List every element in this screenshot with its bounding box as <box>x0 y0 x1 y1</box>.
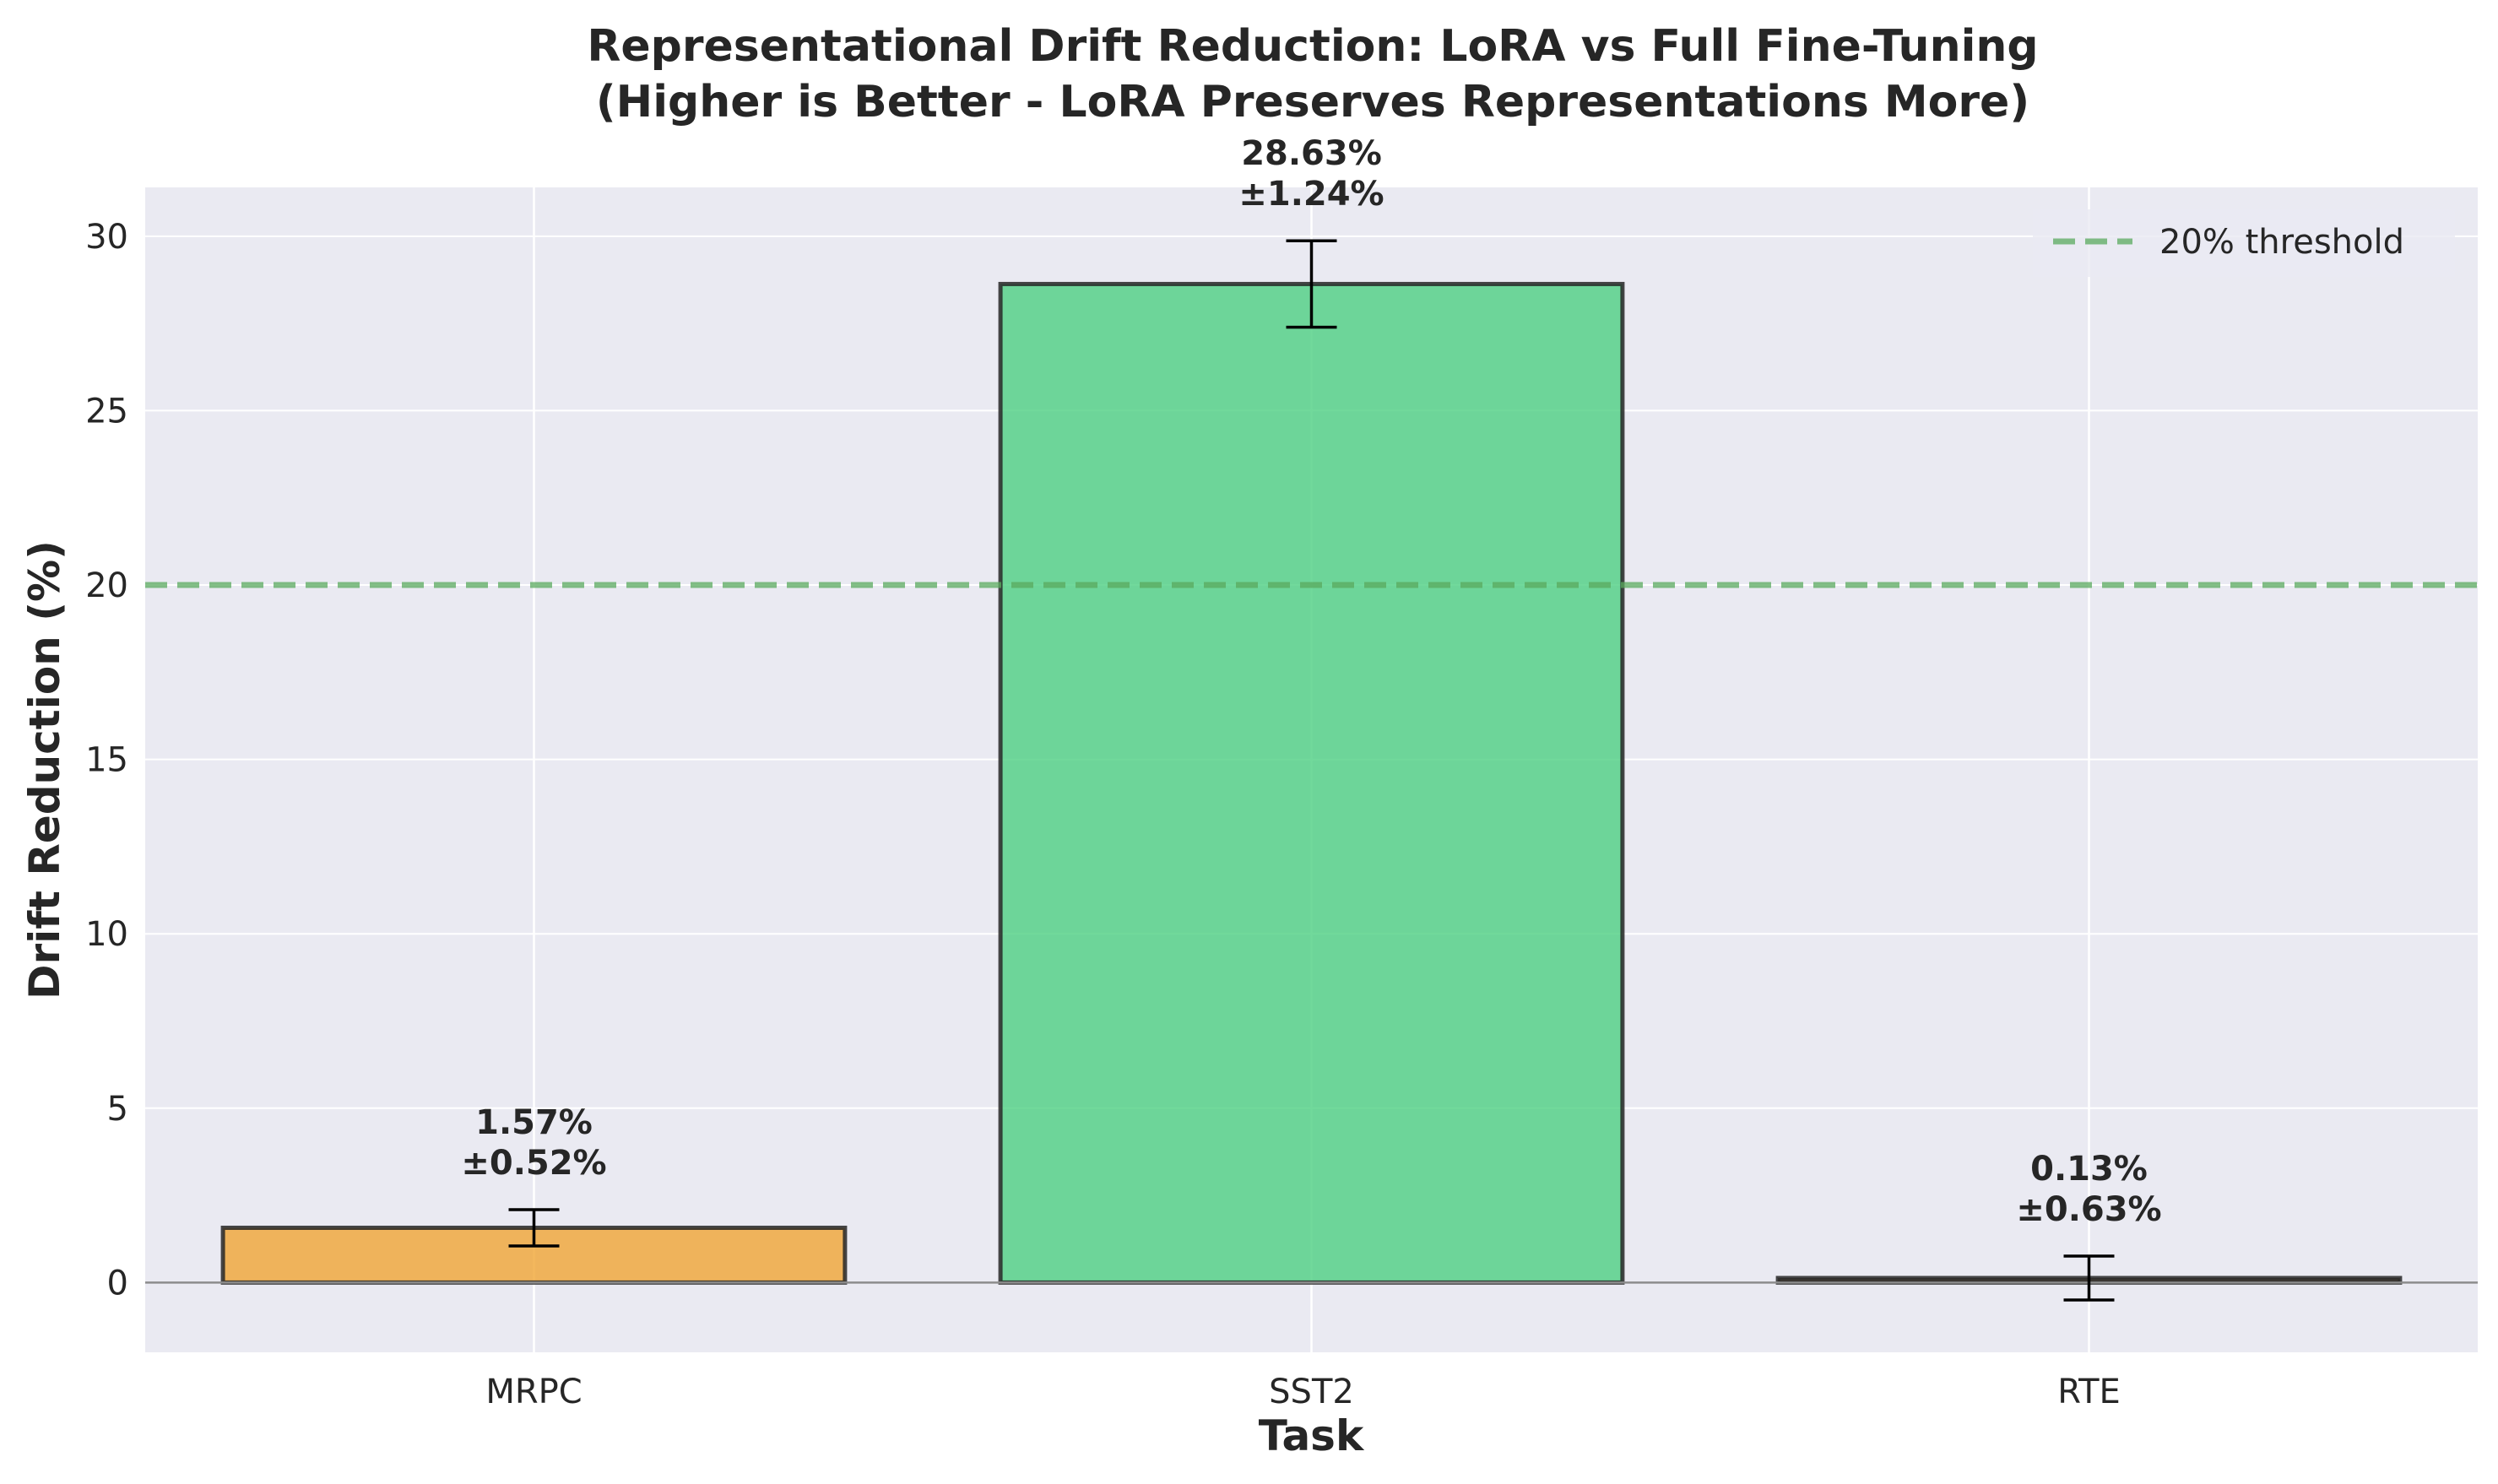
legend: 20% threshold <box>2033 209 2455 277</box>
bar <box>220 1225 848 1285</box>
bar-labels: ±0.52%1.57% ±1.24%28.63% ±0.63%0.13% <box>461 134 2161 1229</box>
bar-value-label: 1.57% <box>475 1103 593 1142</box>
y-tick-label: 0 <box>107 1264 128 1303</box>
y-tick-label: 5 <box>107 1090 128 1129</box>
y-tick-label: 15 <box>85 741 128 780</box>
axis-ticks: 0 5 10 15 20 25 30 MRPC SST2 RTE <box>85 218 2121 1411</box>
y-tick-label: 30 <box>85 218 128 257</box>
bar-value-label: 0.13% <box>2030 1150 2148 1189</box>
chart-title: Representational Drift Reduction: LoRA v… <box>587 21 2038 72</box>
bar <box>998 281 1625 1285</box>
chart-subtitle: (Higher is Better - LoRA Preserves Repre… <box>596 77 2029 127</box>
bar-value-label: 28.63% <box>1241 134 1382 173</box>
x-tick-label: RTE <box>2057 1373 2121 1411</box>
bar-error-label: ±1.24% <box>1238 175 1384 214</box>
x-tick-label: SST2 <box>1269 1373 1354 1411</box>
legend-label: 20% threshold <box>2159 223 2404 262</box>
x-tick-label: MRPC <box>485 1373 582 1411</box>
y-tick-label: 10 <box>85 915 128 954</box>
y-tick-label: 20 <box>85 566 128 605</box>
bar-error-label: ±0.63% <box>2016 1190 2161 1229</box>
y-tick-label: 25 <box>85 392 128 431</box>
bars <box>145 239 2478 1302</box>
x-axis-label: Task <box>1259 1411 1365 1460</box>
y-axis-label: Drift Reduction (%) <box>20 540 69 999</box>
bar-error-label: ±0.52% <box>461 1144 606 1183</box>
